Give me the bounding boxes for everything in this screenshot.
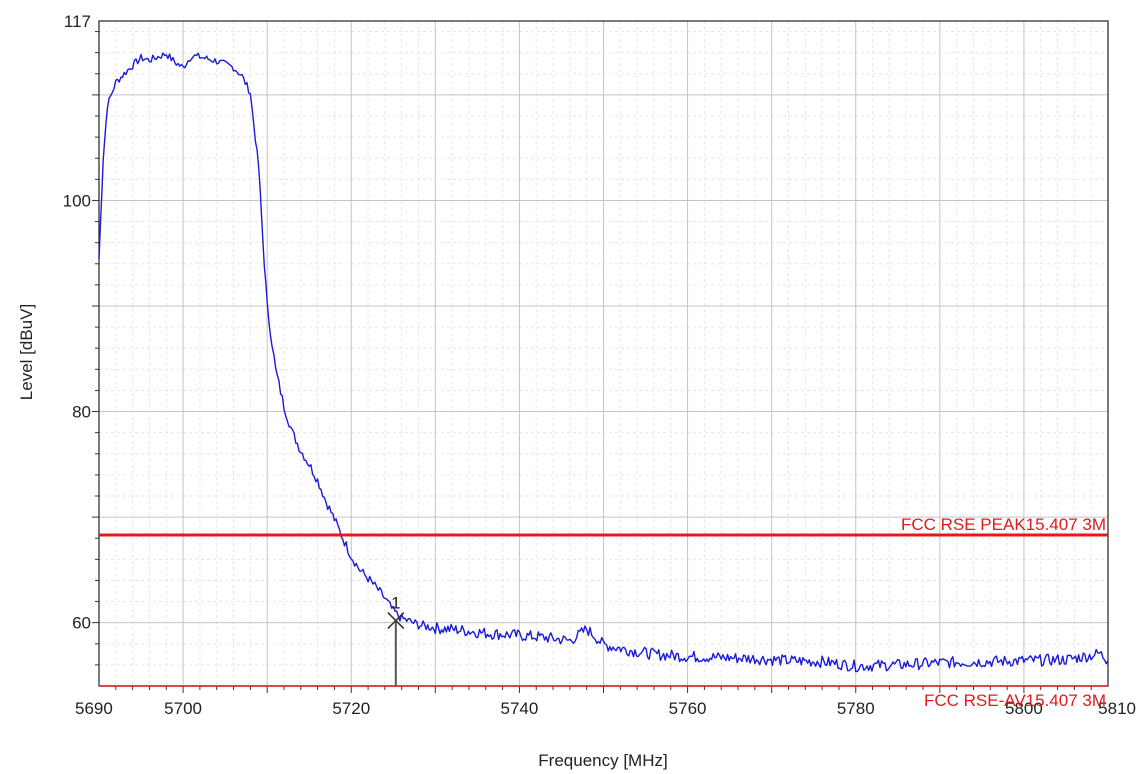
x-tick-label: 5700 bbox=[164, 699, 202, 718]
limit-line-label: FCC RSE PEAK15.407 3M bbox=[901, 515, 1106, 534]
y-axis-label: Level [dBuV] bbox=[17, 304, 36, 400]
x-tick-label: 5800 bbox=[1005, 699, 1043, 718]
major-grid bbox=[99, 21, 1108, 686]
x-tick-label: 5760 bbox=[669, 699, 707, 718]
series-line bbox=[98, 52, 1109, 673]
x-tick-label: 5780 bbox=[837, 699, 875, 718]
marker-layer: 1 bbox=[387, 594, 405, 686]
x-tick-label: 5740 bbox=[501, 699, 539, 718]
y-tick-label: 60 bbox=[72, 614, 91, 633]
x-axis-label: Frequency [MHz] bbox=[538, 751, 667, 770]
x-tick-labels: 5690 5700 5720 5740 5760 5780 5800 5810 bbox=[75, 699, 1136, 718]
marker-label: 1 bbox=[391, 594, 400, 613]
y-tick-label: 80 bbox=[72, 403, 91, 422]
y-tick-label: 100 bbox=[63, 191, 91, 210]
series-layer bbox=[98, 52, 1109, 673]
x-tick-label: 5690 bbox=[75, 699, 113, 718]
limit-line-label: FCC RSE-AV15.407 3M bbox=[924, 691, 1106, 710]
marker-cross-b bbox=[387, 612, 405, 630]
x-tick-label: 5810 bbox=[1098, 699, 1136, 718]
limit-layer: FCC RSE PEAK15.407 3M FCC RSE-AV15.407 3M bbox=[99, 515, 1108, 710]
x-tick-label: 5720 bbox=[332, 699, 370, 718]
y-tick-label: 117 bbox=[64, 12, 91, 31]
y-tick-labels: 60 80 100 117 bbox=[63, 12, 91, 633]
